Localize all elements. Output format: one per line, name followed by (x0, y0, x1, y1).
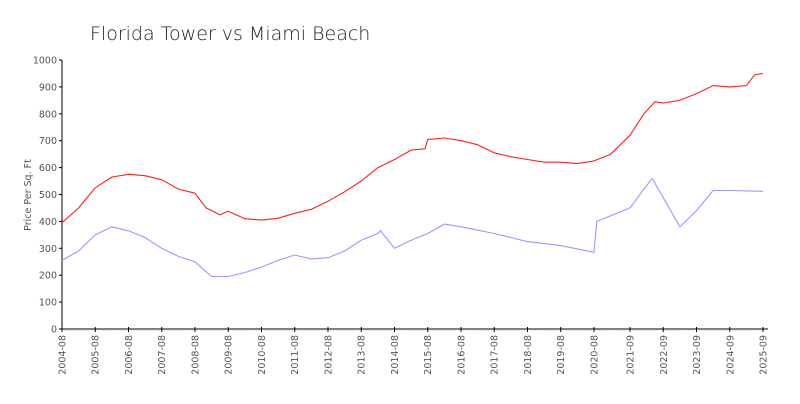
x-tick-label: 2009-08 (224, 335, 235, 375)
x-tick-label: 2022-09 (659, 335, 670, 375)
x-tick-label: 2023-09 (692, 335, 703, 375)
y-tick-label: 800 (39, 109, 57, 120)
y-tick-label: 0 (51, 325, 57, 336)
y-tick-label: 300 (39, 244, 57, 255)
x-tick-label: 2008-08 (190, 335, 201, 375)
y-tick-label: 600 (39, 163, 57, 174)
x-tick-label: 2025-09 (759, 335, 770, 375)
series-line-2 (62, 178, 763, 276)
y-tick-label: 700 (39, 136, 57, 147)
x-tick-label: 2010-08 (257, 335, 268, 375)
x-tick-label: 2014-08 (390, 335, 401, 375)
y-tick-label: 400 (39, 217, 57, 228)
y-axis-label: Price Per Sq. Ft (23, 159, 34, 231)
x-tick-label: 2012-08 (323, 335, 334, 375)
y-tick-label: 1000 (33, 56, 57, 67)
x-tick-label: 2013-08 (357, 335, 368, 375)
y-tick-label: 500 (39, 190, 57, 201)
x-tick-label: 2021-09 (626, 335, 637, 375)
y-tick-label: 200 (39, 271, 57, 282)
x-tick-label: 2016-08 (456, 335, 467, 375)
x-tick-label: 2018-08 (523, 335, 534, 375)
x-tick-label: 2015-08 (423, 335, 434, 375)
series-line-1 (62, 74, 763, 223)
x-tick-label: 2020-08 (589, 335, 600, 375)
x-tick-label: 2007-08 (157, 335, 168, 375)
x-tick-label: 2024-09 (725, 335, 736, 375)
y-tick-label: 900 (39, 82, 57, 93)
chart-title: Florida Tower vs Miami Beach (90, 23, 370, 45)
x-tick-label: 2006-08 (124, 335, 135, 375)
y-tick-label: 100 (39, 298, 57, 309)
x-tick-label: 2011-08 (290, 335, 301, 375)
x-tick-label: 2004-08 (58, 335, 69, 375)
x-tick-label: 2005-08 (91, 335, 102, 375)
x-tick-label: 2019-08 (556, 335, 567, 375)
x-tick-label: 2017-08 (490, 335, 501, 375)
